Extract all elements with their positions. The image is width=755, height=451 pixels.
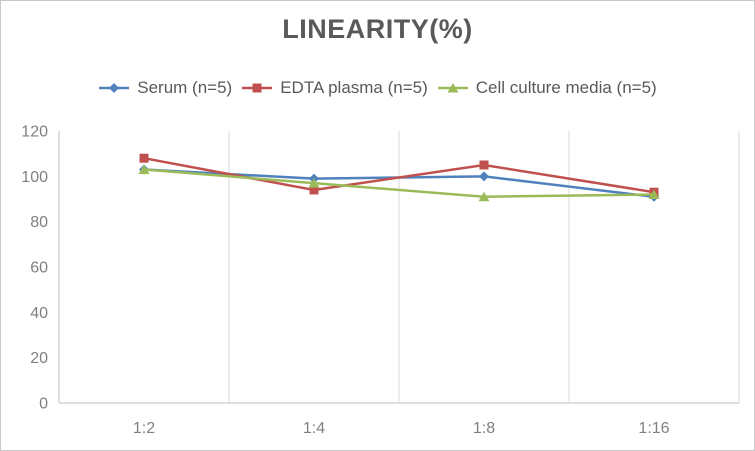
legend-marker bbox=[109, 83, 120, 93]
x-axis-tick-label: 1:16 bbox=[638, 420, 669, 437]
data-point-series-1 bbox=[479, 160, 489, 170]
edta-plasma-line-marker-icon bbox=[242, 83, 273, 93]
y-axis-tick-label: 80 bbox=[30, 214, 48, 231]
chart-title: LINEARITY(%) bbox=[282, 14, 473, 44]
legend-item-serum: Serum (n=5) bbox=[98, 78, 232, 98]
data-point-series-1 bbox=[309, 185, 319, 195]
y-axis-tick-label: 20 bbox=[30, 350, 48, 367]
series-line-1 bbox=[143, 156, 655, 194]
chart-legend: Serum (n=5) EDTA plasma (n=5) Cell cultu… bbox=[1, 78, 754, 98]
legend-label-serum: Serum (n=5) bbox=[137, 78, 233, 97]
legend-item-cell-culture-media: Cell culture media (n=5) bbox=[437, 78, 657, 98]
x-axis-tick-label: 1:4 bbox=[303, 420, 325, 437]
legend-item-edta-plasma: EDTA plasma (n=5) bbox=[241, 78, 428, 98]
y-axis-tick-label: 0 bbox=[39, 396, 48, 413]
data-point-series-2 bbox=[138, 164, 150, 175]
y-axis-tick-label: 40 bbox=[30, 305, 48, 322]
legend-marker bbox=[252, 83, 262, 93]
data-point-series-2 bbox=[648, 189, 660, 199]
x-axis-tick-label: 1:8 bbox=[473, 420, 495, 437]
legend-label-edta-plasma: EDTA plasma (n=5) bbox=[280, 78, 428, 97]
y-axis-tick-label: 60 bbox=[30, 260, 48, 277]
data-point-series-0 bbox=[479, 171, 489, 182]
y-axis-tick-label: 100 bbox=[21, 169, 48, 186]
legend-marker bbox=[447, 83, 459, 93]
y-axis-tick-label: 120 bbox=[21, 124, 48, 141]
cell-culture-media-line-marker-icon bbox=[437, 83, 468, 93]
data-point-series-2 bbox=[308, 178, 320, 188]
data-point-series-1 bbox=[139, 153, 149, 163]
serum-line-marker-icon bbox=[99, 83, 130, 93]
x-axis-tick-label: 1:2 bbox=[133, 420, 155, 437]
data-point-series-2 bbox=[478, 191, 490, 202]
series-line-2 bbox=[143, 168, 655, 198]
legend-label-cell-culture-media: Cell culture media (n=5) bbox=[475, 78, 657, 97]
